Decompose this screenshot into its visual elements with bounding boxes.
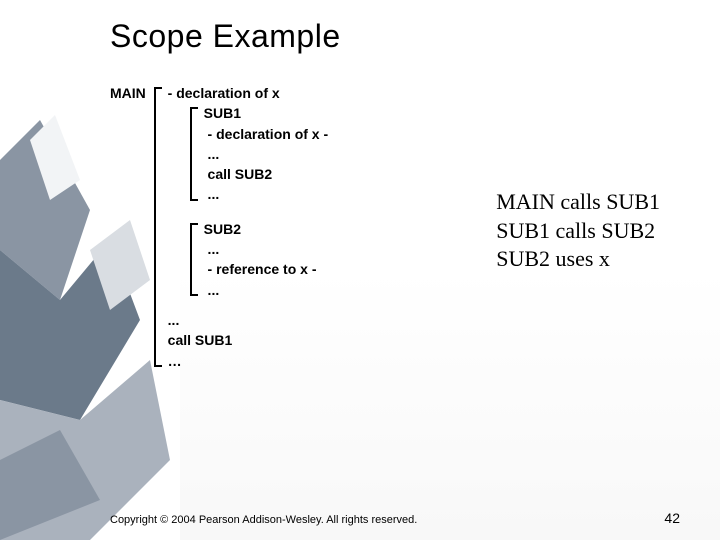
main-ellipsis1: ... <box>168 310 328 330</box>
sub2-ellipsis2: ... <box>204 280 317 300</box>
sub2-ellipsis1: ... <box>204 239 317 259</box>
main-bracket: - declaration of x SUB1 - declaration of… <box>154 83 328 371</box>
copyright-text: Copyright © 2004 Pearson Addison-Wesley.… <box>110 514 417 526</box>
page-number: 42 <box>664 510 680 526</box>
sub1-label: SUB1 <box>204 103 328 123</box>
sub1-decl: - declaration of x - <box>204 124 328 144</box>
ref-x: - reference to x - <box>204 259 317 279</box>
slide-content: Scope Example MAIN - declaration of x SU… <box>0 0 720 371</box>
call-sub1: call SUB1 <box>168 330 328 350</box>
sub2-label: SUB2 <box>204 219 317 239</box>
main-label: MAIN <box>110 83 146 103</box>
sub1-ellipsis2: ... <box>204 184 328 204</box>
call-sub2: call SUB2 <box>204 164 328 184</box>
decl-x: - declaration of x <box>168 83 328 103</box>
sub1-bracket: SUB1 - declaration of x - ... call SUB2 … <box>190 103 328 204</box>
slide-title: Scope Example <box>110 18 680 55</box>
code-diagram: MAIN - declaration of x SUB1 - declarati… <box>110 83 680 371</box>
sub1-ellipsis1: ... <box>204 144 328 164</box>
footer: Copyright © 2004 Pearson Addison-Wesley.… <box>110 510 680 526</box>
main-trail: … <box>168 351 328 371</box>
sub2-bracket: SUB2 ... - reference to x - ... <box>190 219 317 300</box>
